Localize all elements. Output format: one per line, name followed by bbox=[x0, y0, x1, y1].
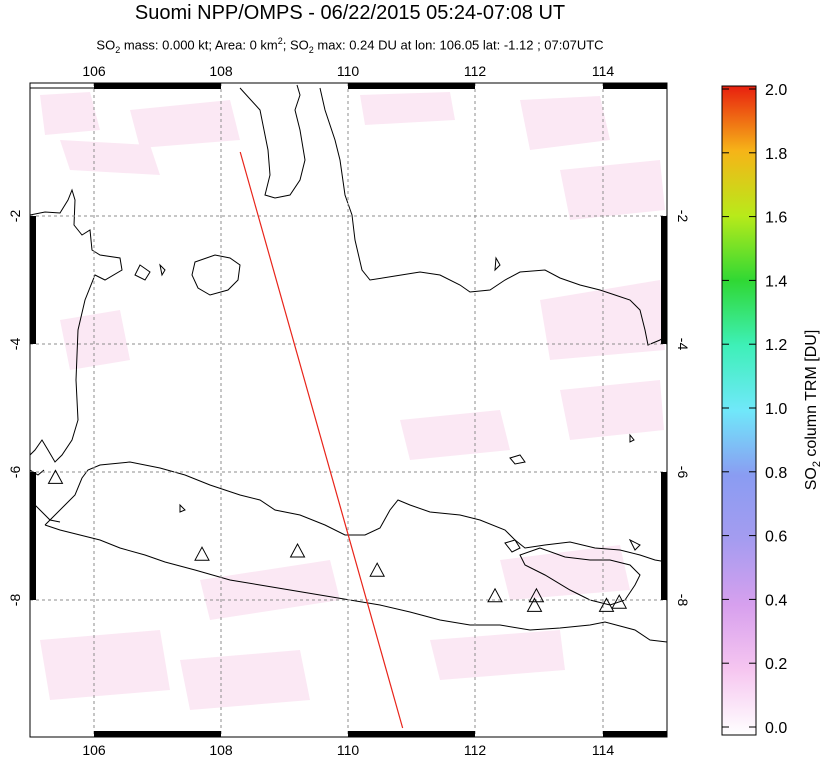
track-line bbox=[239, 151, 404, 729]
lat-label-m4: -4 bbox=[7, 338, 23, 351]
lon-label-108: 108 bbox=[209, 63, 233, 79]
lat-label-m2: -2 bbox=[7, 210, 23, 223]
colorbar-tick-label: 1.0 bbox=[765, 401, 787, 418]
colorbar-tick-label: 0.6 bbox=[765, 529, 787, 546]
lon-labels-top: 106 108 110 112 114 bbox=[82, 63, 614, 79]
colorbar-tick-label: 0.4 bbox=[765, 592, 787, 609]
lat-labels-left: -2 -4 -6 -8 bbox=[7, 210, 23, 607]
lon-label-110: 110 bbox=[337, 63, 360, 79]
colorbar-tick-label: 0.8 bbox=[765, 465, 787, 482]
map-subtitle: SO2 mass: 0.000 kt; Area: 0 km2; SO2 max… bbox=[96, 36, 604, 55]
lon-label-108: 108 bbox=[209, 742, 233, 758]
lat-label-m8: -8 bbox=[7, 594, 23, 607]
lon-label-106: 106 bbox=[82, 63, 106, 79]
lon-labels-bottom: 106 108 110 112 114 bbox=[82, 742, 614, 758]
map-frame bbox=[29, 82, 668, 738]
volcano-marker-icon bbox=[598, 597, 615, 612]
volcano-marker-icon bbox=[611, 594, 628, 609]
colorbar-tick-label: 1.2 bbox=[765, 337, 787, 354]
graticule bbox=[30, 83, 667, 737]
volcano-marker-icon bbox=[289, 542, 306, 558]
map-title: Suomi NPP/OMPS - 06/22/2015 05:24-07:08 … bbox=[134, 2, 566, 24]
lon-label-114: 114 bbox=[592, 742, 615, 758]
lat-label-m6: -6 bbox=[7, 466, 23, 479]
lat-labels-right: -2 -4 -6 -8 bbox=[675, 210, 691, 607]
colorbar: 0.0 0.2 0.4 0.6 0.8 1.0 1.2 1.4 1.6 1.8 2.0 SO2 co… bbox=[721, 82, 823, 737]
colorbar-tick-label: 1.8 bbox=[765, 146, 787, 163]
colorbar-tick-label: 0.2 bbox=[765, 656, 787, 673]
volcano-marker-icon bbox=[47, 469, 64, 484]
lon-label-112: 112 bbox=[464, 63, 487, 79]
volcano-marker-icon bbox=[487, 587, 503, 603]
lat-label-m4: -4 bbox=[675, 338, 691, 351]
colorbar-tick-label: 1.6 bbox=[765, 210, 787, 227]
lon-label-106: 106 bbox=[82, 742, 106, 758]
volcano-marker-icon bbox=[526, 597, 543, 612]
lat-label-m6: -6 bbox=[675, 466, 691, 479]
colorbar-tick-label: 2.0 bbox=[765, 82, 787, 99]
lon-label-114: 114 bbox=[592, 63, 615, 79]
lat-label-m2: -2 bbox=[675, 210, 691, 223]
colorbar-tick-label: 1.4 bbox=[765, 273, 787, 290]
lon-label-112: 112 bbox=[464, 742, 487, 758]
colorbar-title: SO2 column TRM [DU] bbox=[803, 330, 823, 491]
so2-haze bbox=[40, 92, 665, 710]
volcano-marker-icon bbox=[369, 562, 386, 577]
satellite-track bbox=[239, 151, 404, 729]
lon-label-110: 110 bbox=[337, 742, 360, 758]
volcano-marker-icon bbox=[194, 546, 210, 561]
volcano-markers bbox=[47, 469, 628, 612]
lat-label-m8: -8 bbox=[675, 594, 691, 607]
colorbar-tick-label: 0.0 bbox=[765, 720, 787, 737]
coastlines bbox=[30, 84, 667, 643]
